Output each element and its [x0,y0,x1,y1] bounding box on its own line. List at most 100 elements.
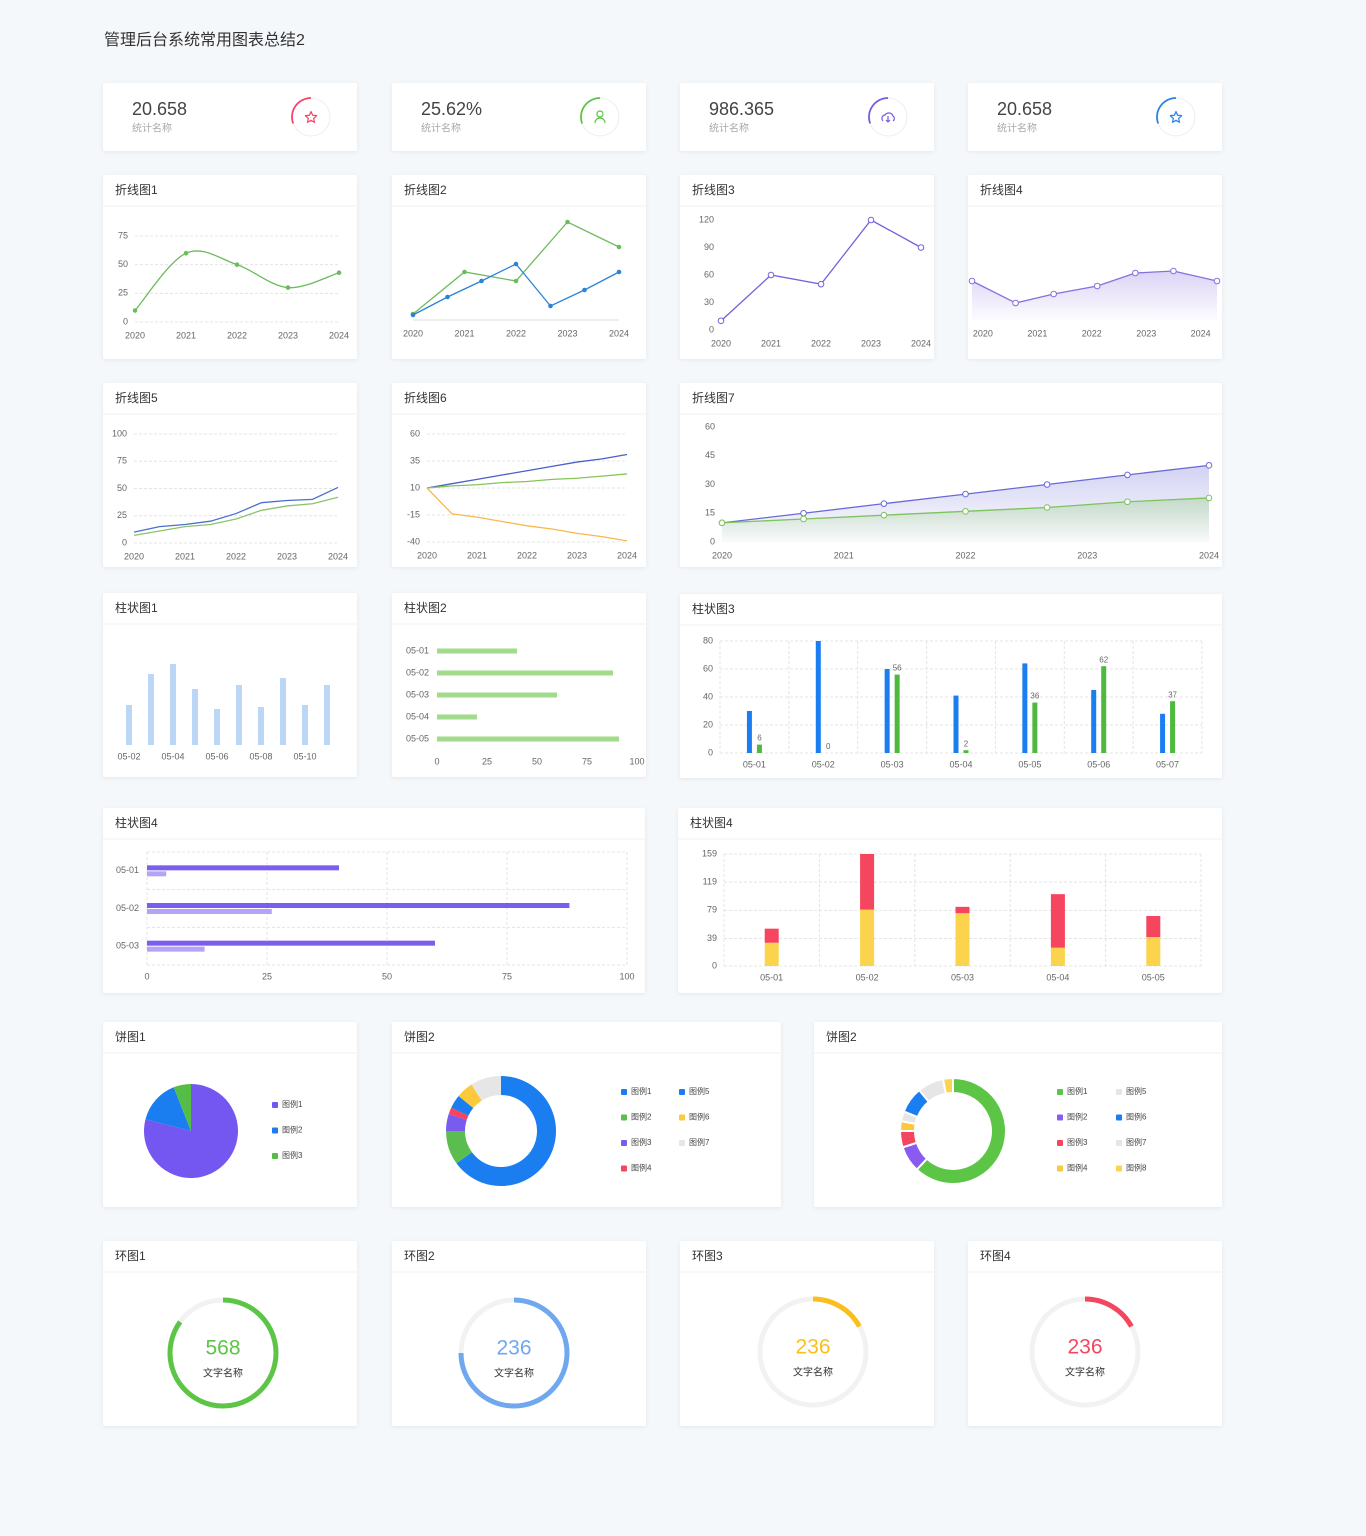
legend-swatch [679,1140,685,1146]
slice [941,1076,954,1095]
x-tick-label: 05-05 [1018,759,1041,769]
y-tick-label: 0 [708,747,713,757]
bar [1101,666,1107,753]
data-label: 36 [1030,692,1039,701]
bar [1050,947,1065,966]
data-label: 0 [826,742,831,751]
y-tick-label: 0 [709,324,714,334]
x-tick-label: 50 [382,971,392,981]
chart-title: 折线图6 [404,390,447,405]
bar [1160,713,1166,753]
chart-title: 柱状图4 [690,815,733,830]
line [133,496,339,537]
bar [1091,690,1097,753]
stat-icon [304,110,318,123]
stat-value: 986.365 [709,99,774,119]
x-tick-label: 05-05 [1142,972,1165,982]
x-tick-label: 2020 [417,550,437,560]
point [285,285,291,290]
y-tick-label: 35 [410,455,420,465]
legend-label: 图例1 [282,1099,303,1109]
slice [458,1084,482,1109]
legend-swatch [1057,1165,1063,1172]
chart-title: 饼图2 [826,1030,857,1044]
y-tick-label: 50 [118,259,128,269]
y-tick-label: 05-02 [406,667,429,677]
bar [147,865,339,871]
y-tick-label: 90 [704,242,714,252]
x-tick-label: 2023 [861,338,881,348]
gauge-arc [458,1297,570,1409]
x-tick-label: 2022 [811,338,831,348]
x-tick-label: 05-01 [743,759,766,769]
point [582,287,587,293]
y-tick-label: 75 [117,456,127,466]
point [565,219,570,225]
x-tick-label: 2021 [1027,328,1047,338]
slice [451,1095,474,1116]
x-tick-label: 2020 [125,330,145,340]
x-tick-label: 25 [262,971,272,981]
stat-label: 统计名称 [997,122,1037,135]
bar [170,664,176,745]
gauge-label: 文字名称 [494,1367,534,1380]
point [479,278,484,284]
y-tick-label: 75 [118,230,128,240]
bar [884,669,890,753]
point [962,490,969,498]
stat-icon-arc [1156,97,1177,124]
line [133,486,339,533]
stat-label: 统计名称 [709,122,749,135]
y-tick-label: 80 [703,635,713,645]
bar [963,750,969,753]
bar [126,705,132,745]
chart-title: 柱状图3 [692,601,735,616]
bar [280,678,286,745]
bar [764,942,779,966]
point [817,280,825,288]
legend-swatch [679,1089,685,1095]
data-label: 2 [964,739,969,748]
point [445,294,450,300]
x-tick-label: 2024 [1191,328,1211,338]
chart-title: 折线图3 [692,182,735,197]
point [616,269,622,275]
x-tick-label: 2024 [329,330,349,340]
x-tick-label: 2021 [467,550,487,560]
gauge-value: 236 [795,1336,830,1359]
bar [147,940,435,946]
y-tick-label: 05-01 [116,865,139,875]
chart-title: 环图2 [404,1249,435,1263]
point [132,308,138,313]
x-tick-label: 2021 [454,328,474,338]
line [426,473,628,489]
point [1043,504,1051,511]
legend-label: 图例6 [689,1112,710,1122]
x-tick-label: 75 [502,971,512,981]
y-tick-label: 50 [117,483,127,493]
legend-label: 图例5 [689,1086,710,1096]
legend-label: 图例2 [631,1112,652,1122]
chart-title: 饼图1 [115,1030,146,1044]
bar [437,714,477,720]
chart-title: 折线图1 [115,182,158,197]
y-tick-label: 30 [704,297,714,307]
bar [860,909,875,966]
x-tick-label: 75 [582,756,592,766]
bar [302,705,308,745]
point [718,519,726,527]
x-tick-label: 2024 [609,328,629,338]
bar [1170,701,1176,753]
x-tick-label: 2020 [403,328,423,338]
x-tick-label: 05-10 [293,751,316,761]
point [1205,462,1213,469]
legend-swatch [1116,1140,1122,1146]
gauge-label: 文字名称 [203,1367,243,1380]
bar [236,685,242,745]
bar [764,928,779,943]
bar [1050,894,1065,948]
legend-swatch [272,1102,278,1108]
x-tick-label: 2024 [328,551,348,561]
